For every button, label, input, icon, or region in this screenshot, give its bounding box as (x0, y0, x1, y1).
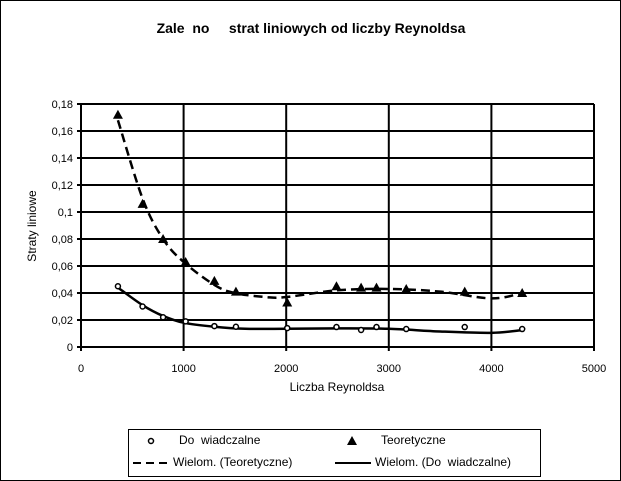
experimental-point (357, 326, 365, 334)
theoretical-point (517, 288, 528, 297)
experimental-point (402, 325, 410, 333)
legend-label-trend-experimental: Wielom. (Do wiadczalne) (375, 455, 512, 469)
experimental-point (182, 318, 189, 325)
experimental-point (461, 323, 468, 331)
y-tick-label: 0,16 (52, 126, 73, 138)
theoretical-point (230, 286, 241, 296)
experimental-point (114, 283, 122, 290)
theoretical-point (371, 282, 382, 292)
legend-label-theoretical: Teoretyczne (381, 433, 446, 447)
y-tick-label: 0,12 (52, 180, 73, 192)
legend: Do wiadczalne Teoretyczne Wielom. (Teore… (128, 429, 541, 477)
theoretical-point (209, 275, 220, 285)
x-tick-label: 4000 (479, 363, 503, 375)
x-tick-label: 0 (78, 363, 84, 375)
theoretical-point (282, 297, 293, 307)
trendline-theoretical (116, 119, 523, 300)
chart-title: Zale no strat liniowych od liczby Reynol… (157, 20, 466, 36)
x-tick-label: 3000 (377, 363, 401, 375)
experimental-point (518, 325, 526, 333)
x-tick-label: 2000 (274, 363, 298, 375)
x-tick-label: 1000 (171, 363, 195, 375)
y-tick-label: 0,18 (52, 99, 73, 111)
experimental-point (159, 314, 167, 321)
y-tick-label: 0,14 (52, 153, 73, 165)
legend-label-experimental: Do wiadczalne (179, 433, 261, 447)
legend-label-trend-theoretical: Wielom. (Teoretyczne) (173, 455, 293, 469)
experimental-point (211, 322, 218, 330)
experimental-point (373, 323, 380, 331)
theoretical-point (401, 283, 412, 293)
theoretical-point (459, 286, 470, 296)
theoretical-point (356, 282, 367, 292)
y-tick-label: 0 (67, 342, 73, 354)
y-axis-label: Straty liniowe (25, 190, 39, 262)
x-tick-label: 5000 (582, 363, 606, 375)
experimental-point (232, 323, 240, 330)
theoretical-point (158, 234, 169, 243)
experimental-point (333, 323, 340, 331)
x-axis-label: Liczba Reynoldsa (290, 380, 385, 394)
theoretical-point (112, 109, 123, 119)
y-tick-label: 0,1 (58, 207, 73, 219)
y-tick-label: 0,02 (52, 315, 73, 327)
theoretical-point (137, 198, 148, 208)
theoretical-point (331, 281, 342, 291)
legend-circle-marker (147, 437, 155, 445)
legend-triangle-marker (347, 436, 357, 445)
y-tick-label: 0,06 (52, 261, 73, 273)
y-tick-label: 0,04 (52, 288, 73, 300)
experimental-point (283, 324, 291, 332)
y-tick-label: 0,08 (52, 234, 73, 246)
theoretical-point (180, 256, 191, 266)
experimental-point (139, 303, 146, 310)
